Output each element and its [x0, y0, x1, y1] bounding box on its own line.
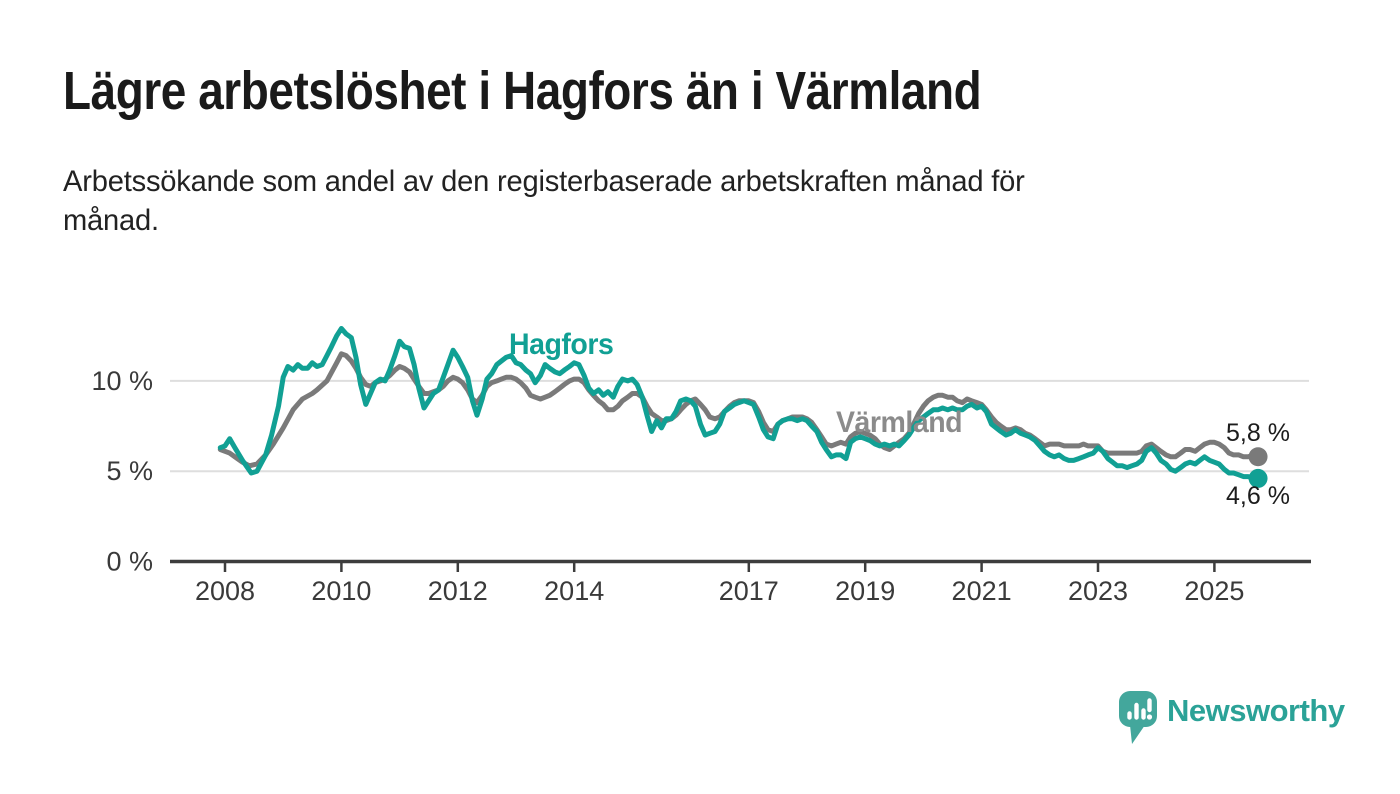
speech-bubble-tail — [1130, 725, 1145, 744]
värmland-end-dot — [1248, 447, 1268, 467]
hagfors-line — [217, 326, 1261, 481]
x-axis-tick-label: 2010 — [311, 576, 371, 606]
hagfors-end-dot — [1248, 468, 1268, 488]
end-value-label-hagfors: 4,6 % — [1226, 482, 1290, 510]
x-axis-tick-label: 2021 — [952, 576, 1012, 606]
x-axis-tick-label: 2008 — [195, 576, 255, 606]
newsworthy-logo-icon — [1119, 691, 1157, 744]
end-value-label-varmland: 5,8 % — [1226, 419, 1290, 447]
subtitle-line-1: Arbetssökande som andel av den registerb… — [63, 165, 1025, 198]
subtitle-line-2: månad. — [63, 204, 159, 237]
chart-subtitle: Arbetssökande som andel av den registerb… — [63, 162, 1025, 240]
series-label-varmland: Värmland — [836, 406, 963, 439]
page-title: Lägre arbetslöshet i Hagfors än i Värmla… — [63, 61, 982, 121]
x-axis-tick-label: 2025 — [1184, 576, 1244, 606]
x-axis-tick-label: 2023 — [1068, 576, 1128, 606]
x-axis-tick-label: 2019 — [835, 576, 895, 606]
y-axis-tick-label: 5 % — [106, 456, 153, 486]
x-axis-tick-label: 2017 — [719, 576, 779, 606]
x-axis-tick-label: 2012 — [428, 576, 488, 606]
series-label-hagfors: Hagfors — [509, 328, 614, 361]
y-axis-tick-label: 10 % — [91, 366, 153, 396]
newsworthy-wordmark: Newsworthy — [1167, 693, 1345, 728]
exclamation-dot — [1146, 714, 1153, 720]
bar-chart-glyph — [1127, 698, 1152, 720]
y-axis-tick-label: 0 % — [106, 547, 153, 577]
x-axis-tick-label: 2014 — [544, 576, 604, 606]
